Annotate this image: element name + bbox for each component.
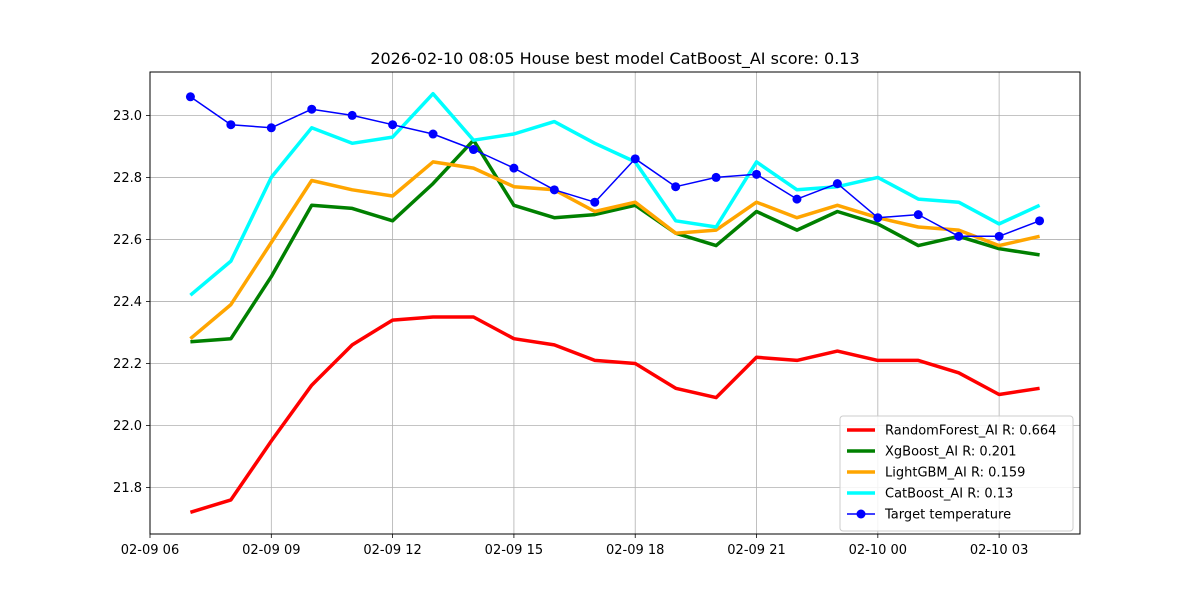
plot-frame <box>149 71 1081 535</box>
chart-title: 2026-02-10 08:05 House best model CatBoo… <box>370 49 859 69</box>
data-point <box>1035 216 1045 226</box>
x-tick-label: 02-09 12 <box>363 543 421 558</box>
y-tick-label: 22.8 <box>113 171 142 186</box>
y-tick-label: 23.0 <box>113 109 142 124</box>
x-tick-label: 02-09 09 <box>242 543 300 558</box>
series-line-target <box>189 96 1040 238</box>
data-point <box>913 210 923 220</box>
data-point <box>954 231 964 241</box>
data-point <box>630 154 640 164</box>
data-point <box>994 231 1004 241</box>
data-point <box>307 104 317 114</box>
series-line-catboost-ai <box>189 91 1041 297</box>
legend-label: LightGBM_AI R: 0.159 <box>885 466 1025 481</box>
y-tick-label: 22.6 <box>113 233 142 248</box>
legend-label: XgBoost_AI R: 0.201 <box>885 445 1017 460</box>
x-tick-label: 02-10 03 <box>970 543 1028 558</box>
data-point <box>347 110 357 120</box>
legend: RandomForest_AI R: 0.664 XgBoost_AI R: 0.… <box>839 415 1074 532</box>
data-point <box>711 172 721 182</box>
series-line-randomforest-ai <box>189 315 1040 514</box>
series-line-xgboost-ai <box>190 138 1040 344</box>
data-point <box>549 185 559 195</box>
legend-label: Target temperature <box>884 508 1011 523</box>
x-tick-label: 02-10 00 <box>849 543 907 558</box>
data-point <box>468 145 478 155</box>
legend-label: CatBoost_AI R: 0.13 <box>885 487 1013 502</box>
series-group <box>185 91 1045 514</box>
data-point <box>873 213 883 223</box>
y-tick-label: 22.4 <box>113 295 142 310</box>
y-tick-label: 22.2 <box>113 357 142 372</box>
data-point <box>509 163 519 173</box>
data-point <box>792 194 802 204</box>
data-point <box>428 129 438 139</box>
data-point <box>185 92 195 102</box>
x-tick-label: 02-09 21 <box>727 543 785 558</box>
data-point <box>832 179 842 189</box>
data-point <box>671 182 681 192</box>
x-tick-label: 02-09 18 <box>606 543 664 558</box>
data-point <box>752 169 762 179</box>
x-tick-label: 02-09 15 <box>485 543 543 558</box>
axes: 02-09 06 02-09 09 02-09 12 02-09 15 02-09 18… <box>113 109 1028 558</box>
y-tick-label: 22.0 <box>113 419 142 434</box>
series-line-lightgbm-ai <box>189 160 1040 341</box>
data-point <box>226 120 236 130</box>
y-tick-label: 21.8 <box>113 481 142 496</box>
legend-marker <box>856 509 866 519</box>
data-point <box>266 123 276 133</box>
data-point <box>590 197 600 207</box>
data-point <box>388 120 398 130</box>
x-tick-label: 02-09 06 <box>121 543 179 558</box>
legend-label: RandomForest_AI R: 0.664 <box>885 424 1056 439</box>
legend-box <box>839 415 1074 532</box>
